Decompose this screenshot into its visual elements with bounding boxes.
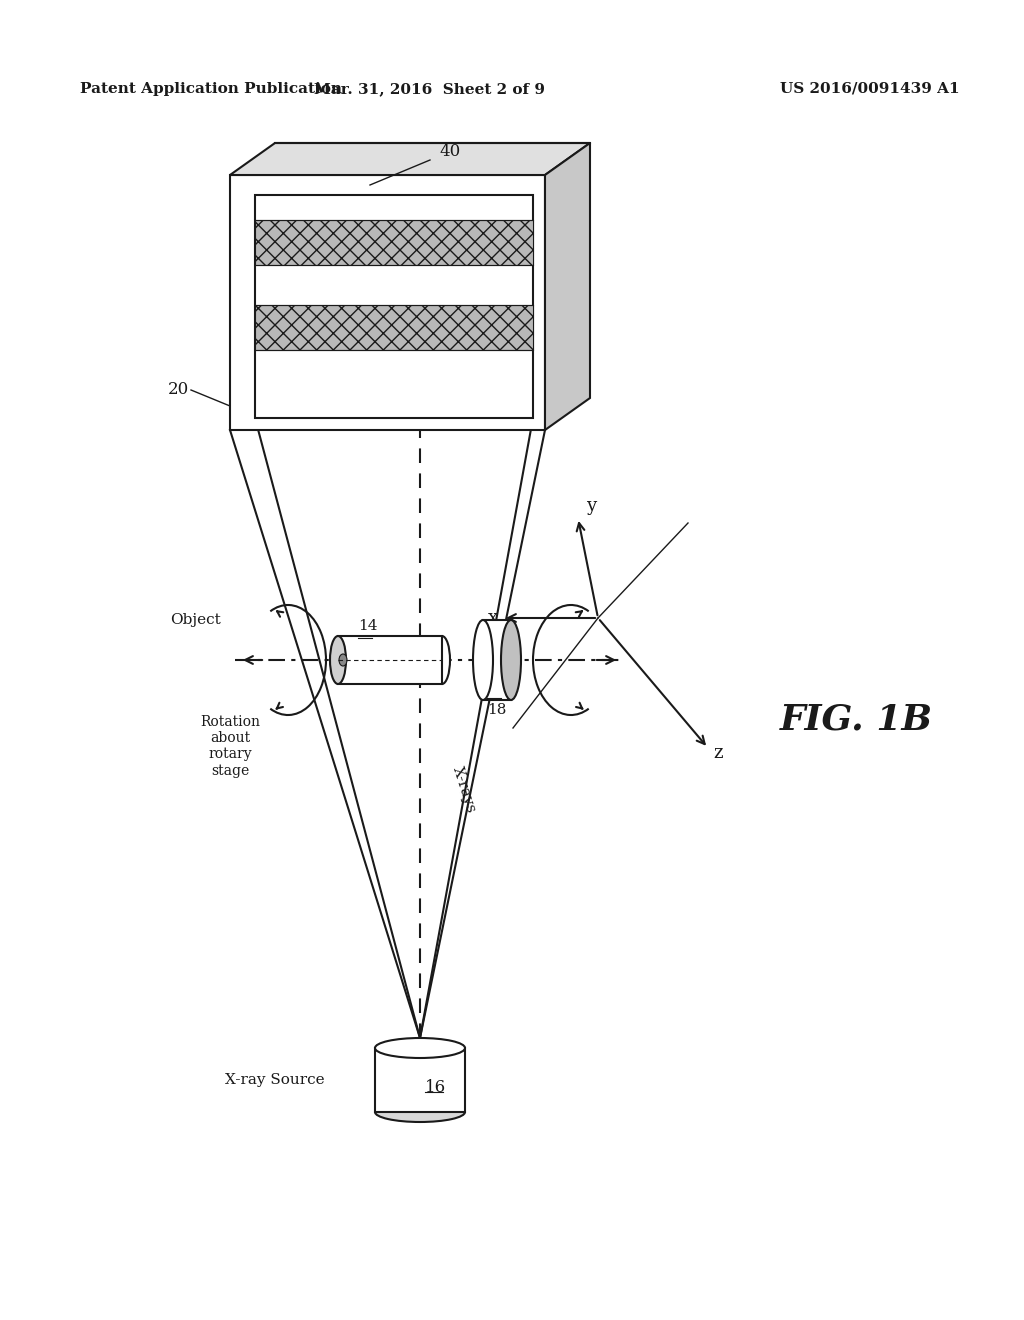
Text: 20: 20 xyxy=(168,381,189,399)
Text: X-ray Source: X-ray Source xyxy=(225,1073,325,1086)
Polygon shape xyxy=(338,636,442,684)
Text: 40: 40 xyxy=(439,144,461,161)
Text: X-rays: X-rays xyxy=(450,764,478,816)
Text: 14: 14 xyxy=(358,619,378,634)
Text: 18: 18 xyxy=(487,704,507,717)
Polygon shape xyxy=(255,305,534,350)
Text: y: y xyxy=(586,498,596,515)
Polygon shape xyxy=(483,620,511,700)
Ellipse shape xyxy=(434,636,450,684)
Text: 16: 16 xyxy=(425,1080,446,1097)
Text: Rotation
about
rotary
stage: Rotation about rotary stage xyxy=(200,715,260,777)
Polygon shape xyxy=(255,195,534,418)
Ellipse shape xyxy=(330,636,346,684)
Ellipse shape xyxy=(501,620,521,700)
Text: Mar. 31, 2016  Sheet 2 of 9: Mar. 31, 2016 Sheet 2 of 9 xyxy=(314,82,546,96)
Text: Object: Object xyxy=(170,612,221,627)
Text: x: x xyxy=(487,609,498,627)
Ellipse shape xyxy=(375,1102,465,1122)
Polygon shape xyxy=(545,143,590,430)
Ellipse shape xyxy=(339,653,347,667)
Text: z: z xyxy=(713,744,723,762)
Ellipse shape xyxy=(473,620,493,700)
Text: Patent Application Publication: Patent Application Publication xyxy=(80,82,342,96)
Text: FIG. 1B: FIG. 1B xyxy=(780,704,933,737)
Polygon shape xyxy=(375,1048,465,1111)
Ellipse shape xyxy=(375,1038,465,1059)
Polygon shape xyxy=(230,176,545,430)
Polygon shape xyxy=(255,220,534,265)
Text: US 2016/0091439 A1: US 2016/0091439 A1 xyxy=(780,82,959,96)
Polygon shape xyxy=(230,143,590,176)
